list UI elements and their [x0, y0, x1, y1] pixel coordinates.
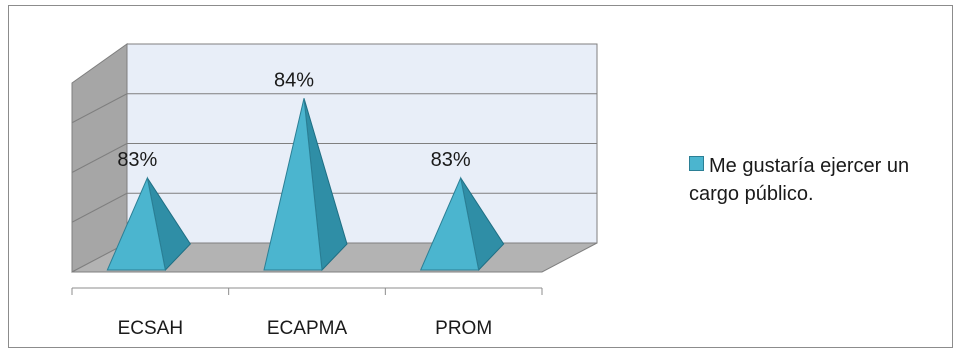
- tick-label-ecapma: ECAPMA: [267, 318, 348, 339]
- pyramid-chart: 83% 84% 83% ECSAH ECAPMA PROM: [71, 43, 598, 339]
- data-label-prom: 83%: [431, 149, 471, 171]
- tick-label-ecsah: ECSAH: [118, 318, 183, 339]
- chart-frame: 83% 84% 83% ECSAH ECAPMA PROM Me gustaría ej…: [8, 5, 953, 348]
- side-gridline: [71, 93, 128, 124]
- pyramid-ecapma: [263, 98, 348, 272]
- gridlines: [71, 93, 597, 223]
- legend: Me gustaría ejercer un cargo público.: [689, 152, 949, 208]
- legend-entry-label: Me gustaría ejercer un cargo público.: [689, 155, 910, 205]
- pyramid-ecsah: [106, 176, 191, 272]
- data-label-ecapma: 84%: [274, 69, 314, 91]
- category-tick-labels: ECSAH ECAPMA PROM: [118, 318, 493, 339]
- side-gridline: [71, 192, 128, 223]
- pyramid-prom: [419, 176, 505, 272]
- side-gridline: [71, 143, 128, 173]
- legend-swatch: [689, 156, 704, 171]
- data-label-ecsah: 83%: [117, 149, 157, 171]
- category-axis: [71, 287, 543, 295]
- pyramid-front-face: [106, 176, 166, 271]
- pyramid-marks: [106, 98, 505, 272]
- tick-label-prom: PROM: [435, 318, 492, 339]
- pyramid-front-face: [419, 176, 480, 271]
- pyramid-front-face: [263, 98, 323, 271]
- data-labels: 83% 84% 83%: [117, 69, 471, 171]
